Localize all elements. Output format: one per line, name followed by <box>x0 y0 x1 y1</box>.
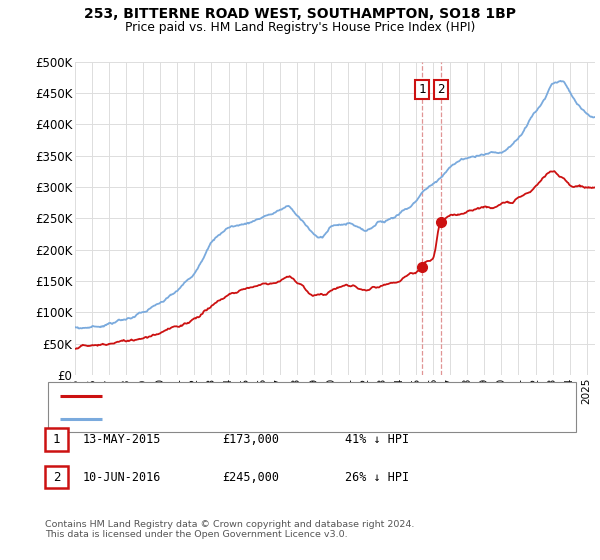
Text: 253, BITTERNE ROAD WEST, SOUTHAMPTON, SO18 1BP (detached house): 253, BITTERNE ROAD WEST, SOUTHAMPTON, SO… <box>108 390 492 400</box>
Text: 41% ↓ HPI: 41% ↓ HPI <box>345 433 409 446</box>
Text: £245,000: £245,000 <box>222 470 279 484</box>
Text: £173,000: £173,000 <box>222 433 279 446</box>
Text: 26% ↓ HPI: 26% ↓ HPI <box>345 470 409 484</box>
Text: 10-JUN-2016: 10-JUN-2016 <box>83 470 161 484</box>
Text: 1: 1 <box>419 83 426 96</box>
Text: Contains HM Land Registry data © Crown copyright and database right 2024.
This d: Contains HM Land Registry data © Crown c… <box>45 520 415 539</box>
Text: 253, BITTERNE ROAD WEST, SOUTHAMPTON, SO18 1BP: 253, BITTERNE ROAD WEST, SOUTHAMPTON, SO… <box>84 7 516 21</box>
Text: 2: 2 <box>53 470 60 484</box>
Text: HPI: Average price, detached house, Southampton: HPI: Average price, detached house, Sout… <box>108 414 371 424</box>
Text: 2: 2 <box>437 83 445 96</box>
Text: 13-MAY-2015: 13-MAY-2015 <box>83 433 161 446</box>
Text: Price paid vs. HM Land Registry's House Price Index (HPI): Price paid vs. HM Land Registry's House … <box>125 21 475 34</box>
Text: 1: 1 <box>53 433 60 446</box>
